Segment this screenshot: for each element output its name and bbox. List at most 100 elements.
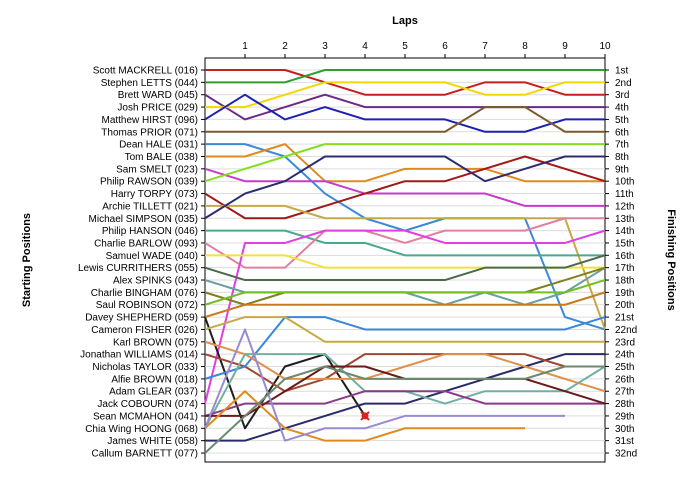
series-line: [204, 291, 606, 319]
starting-position-label: Chia Wing HOONG (068): [85, 424, 198, 435]
finishing-position-label: 13th: [615, 214, 634, 225]
starting-position-label: Lewis CURRITHERS (055): [78, 263, 198, 274]
series-line: [205, 353, 605, 442]
finishing-position-label: 18th: [615, 276, 634, 287]
lap-tick-label: 9: [562, 41, 568, 52]
starting-position-label: Sean MCMAHON (041): [93, 411, 198, 422]
lap-tick-label: 4: [362, 41, 368, 52]
starting-position-label: Jonathan WILLIAMS (014): [80, 350, 198, 361]
starting-position-label: Sam SMELT (023): [116, 164, 198, 175]
finishing-position-label: 28th: [615, 399, 634, 410]
starting-position-label: Samuel WADE (040): [106, 251, 198, 262]
retired-marker-cross: [360, 411, 370, 421]
series-line: [204, 365, 605, 454]
finishing-position-label: 2nd: [615, 78, 632, 89]
series-line: [205, 69, 605, 96]
starting-position-label: James WHITE (058): [107, 436, 198, 447]
starting-position-label: Charlie BARLOW (093): [94, 238, 198, 249]
starting-position-label: Tom BALE (038): [125, 152, 198, 163]
finishing-position-label: 9th: [615, 164, 629, 175]
finishing-position-label: 15th: [615, 238, 634, 249]
lap-tick-label: 7: [482, 41, 488, 52]
finishing-position-label: 27th: [615, 387, 634, 398]
finishing-position-label: 30th: [615, 424, 634, 435]
lap-tick-label: 6: [442, 41, 448, 52]
finishing-position-label: 1st: [615, 66, 629, 77]
plot-background: [204, 57, 606, 463]
finishing-position-label: 24th: [615, 350, 634, 361]
finishing-position-label: 32nd: [615, 449, 637, 460]
lap-tick-label: 2: [282, 41, 288, 52]
finishing-position-label: 7th: [615, 140, 629, 151]
starting-position-label: Karl BROWN (075): [113, 337, 198, 348]
finishing-position-label: 10th: [615, 177, 634, 188]
finishing-position-label: 31st: [615, 436, 634, 447]
starting-position-label: Matthew HIRST (096): [101, 115, 198, 126]
starting-position-label: Callum BARNETT (077): [91, 449, 198, 460]
starting-position-label: Stephen LETTS (044): [101, 78, 198, 89]
starting-position-label: Alfie BROWN (018): [111, 374, 198, 385]
starting-position-label: Josh PRICE (029): [117, 103, 198, 114]
series-layer: [204, 69, 606, 454]
finishing-position-label: 16th: [615, 251, 634, 262]
series-line: [205, 229, 605, 257]
starting-position-label: Archie TILLETT (021): [102, 201, 198, 212]
finishing-position-label: 23rd: [615, 337, 635, 348]
starting-position-label: Philip RAWSON (039): [100, 177, 198, 188]
finishing-position-label: 29th: [615, 411, 634, 422]
starting-position-label: Dean HALE (031): [119, 140, 198, 151]
lap-tick-label: 1: [242, 41, 248, 52]
starting-position-label: Scott MACKRELL (016): [93, 66, 198, 77]
x-axis-title: Laps: [392, 15, 418, 27]
lap-tick-label: 10: [599, 41, 611, 52]
starting-position-label: Harry TORPY (073): [111, 189, 198, 200]
series-line: [204, 353, 605, 393]
series-line: [204, 155, 606, 220]
series-line: [204, 340, 606, 393]
series-line: [205, 204, 606, 330]
series-line: [204, 155, 605, 220]
y-axis-title-right: Finishing Positions: [665, 209, 677, 310]
series-line: [205, 81, 605, 109]
finishing-position-label: 14th: [615, 226, 634, 237]
starting-position-label: Philip HANSON (046): [102, 226, 198, 237]
starting-position-label: Adam GLEAR (037): [109, 387, 198, 398]
finishing-position-label: 21st: [615, 313, 634, 324]
series-line: [204, 316, 606, 380]
series-line: [204, 279, 606, 306]
finishing-position-label: 19th: [615, 288, 634, 299]
series-line: [204, 254, 606, 282]
series-line: [204, 143, 605, 183]
series-line: [205, 143, 605, 183]
lap-tick-label: 8: [522, 41, 528, 52]
finishing-position-label: 8th: [615, 152, 629, 163]
finishing-position-label: 3rd: [615, 90, 629, 101]
finishing-position-label: 26th: [615, 374, 634, 385]
starting-position-label: Alex SPINKS (043): [113, 276, 198, 287]
finishing-position-label: 20th: [615, 300, 634, 311]
series-line: [205, 106, 605, 133]
axes: Scott MACKRELL (016)Stephen LETTS (044)B…: [78, 41, 637, 460]
lap-tick-label: 3: [322, 41, 328, 52]
starting-position-label: Brett WARD (045): [118, 90, 198, 101]
y-axis-title-left: Starting Positions: [21, 213, 33, 307]
finishing-position-label: 12th: [615, 201, 634, 212]
starting-position-label: Michael SIMPSON (035): [89, 214, 198, 225]
series-line: [204, 167, 605, 207]
series-line: [204, 316, 366, 430]
finishing-position-label: 6th: [615, 127, 629, 138]
series-line: [204, 316, 605, 343]
series-line: [204, 93, 605, 133]
series-line: [204, 328, 565, 442]
series-line: [204, 229, 606, 404]
series-line: [205, 69, 605, 84]
starting-position-label: Nicholas TAYLOR (033): [92, 362, 198, 373]
finishing-position-label: 17th: [615, 263, 634, 274]
starting-position-label: Charlie BINGHAM (076): [91, 288, 198, 299]
series-line: [204, 217, 605, 269]
finishing-position-label: 22nd: [615, 325, 637, 336]
starting-position-label: Cameron FISHER (026): [91, 325, 198, 336]
starting-position-label: Davey SHEPHERD (059): [85, 313, 198, 324]
finishing-position-label: 25th: [615, 362, 634, 373]
